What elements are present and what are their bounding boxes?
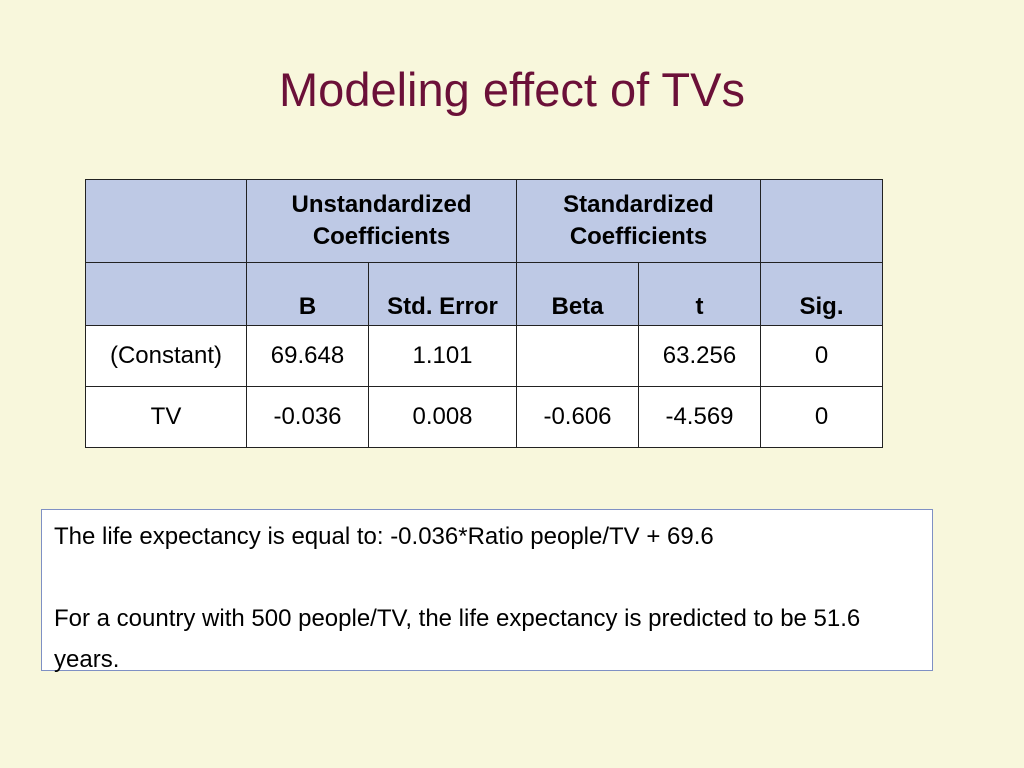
table-cell: (Constant) <box>85 325 247 387</box>
slide-title: Modeling effect of TVs <box>279 63 745 116</box>
table-cell: -4.569 <box>638 386 761 448</box>
column-header: Beta <box>516 262 639 326</box>
table-cell <box>516 325 639 387</box>
table-cell: 63.256 <box>638 325 761 387</box>
table-cell: TV <box>85 386 247 448</box>
group-header-row: Unstandardized Coefficients Standardized… <box>85 179 883 263</box>
table-cell: 0 <box>760 325 883 387</box>
table-row: TV -0.036 0.008 -0.606 -4.569 0 <box>85 386 883 448</box>
coefficients-table: Unstandardized Coefficients Standardized… <box>85 179 883 448</box>
table-row: (Constant) 69.648 1.101 63.256 0 <box>85 325 883 387</box>
column-header-row: B Std. Error Beta t Sig. <box>85 262 883 326</box>
table-cell: 0.008 <box>368 386 517 448</box>
table-cell: 1.101 <box>368 325 517 387</box>
group-header-standardized: Standardized Coefficients <box>516 179 761 263</box>
prediction-text: For a country with 500 people/TV, the li… <box>54 605 861 673</box>
column-header: Std. Error <box>368 262 517 326</box>
table-cell: -0.036 <box>246 386 369 448</box>
table-cell: -0.606 <box>516 386 639 448</box>
column-header <box>85 262 247 326</box>
group-header-empty <box>760 179 883 263</box>
group-header-empty <box>85 179 247 263</box>
column-header: t <box>638 262 761 326</box>
group-header-unstandardized: Unstandardized Coefficients <box>246 179 517 263</box>
equation-text: The life expectancy is equal to: -0.036*… <box>54 523 714 550</box>
table-cell: 69.648 <box>246 325 369 387</box>
column-header: B <box>246 262 369 326</box>
table-cell: 0 <box>760 386 883 448</box>
blank-line <box>54 557 926 598</box>
column-header: Sig. <box>760 262 883 326</box>
explanation-textbox: The life expectancy is equal to: -0.036*… <box>41 509 933 673</box>
